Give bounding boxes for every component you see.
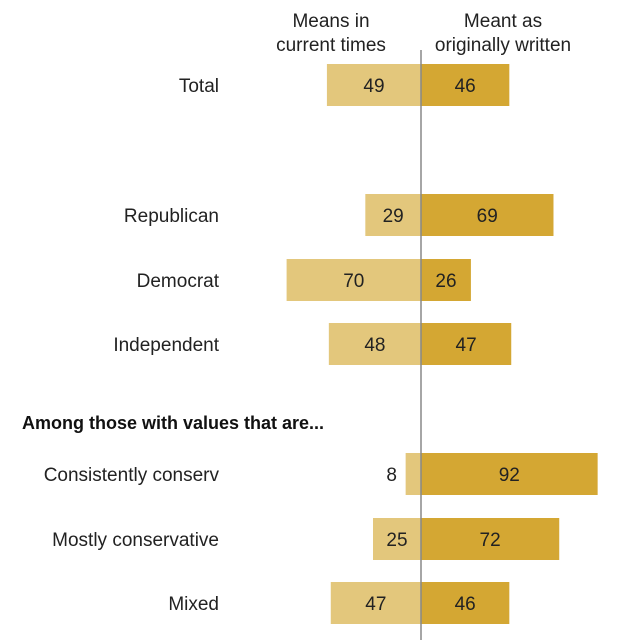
series-header-originally-written: Meant as [464,11,542,32]
category-label: Total [179,76,219,97]
bar-current-times [365,194,421,236]
value-label-originally-written: 72 [480,530,501,551]
category-label: Mixed [168,594,219,615]
category-label: Mostly conservative [52,530,219,551]
bar-current-times [326,64,421,106]
bar-current-times [405,453,421,495]
value-label-originally-written: 46 [455,594,476,615]
category-label: Consistently conserv [44,465,220,486]
bar-originally-written [421,453,598,495]
series-header-current-times: Means in [292,11,369,32]
value-label-originally-written: 46 [455,76,476,97]
bar-current-times [328,323,421,365]
value-label-originally-written: 92 [499,465,520,486]
value-label-current-times: 47 [365,594,386,615]
value-label-current-times: 8 [386,465,397,486]
category-label: Republican [124,206,219,227]
value-label-current-times: 25 [386,530,407,551]
value-label-originally-written: 69 [477,206,498,227]
value-label-current-times: 70 [343,271,364,292]
bar-originally-written [421,64,510,106]
value-label-current-times: 29 [383,206,404,227]
bar-originally-written [421,259,471,301]
bar-current-times [286,259,421,301]
bar-current-times [330,582,421,624]
bar-originally-written [421,323,512,365]
bar-originally-written [421,194,554,236]
series-header-current-times: current times [276,35,386,56]
bar-originally-written [421,582,510,624]
series-header-originally-written: originally written [435,35,571,56]
category-label: Independent [113,335,219,356]
value-label-current-times: 48 [364,335,385,356]
bar-current-times [373,518,421,560]
section-heading: Among those with values that are... [22,413,324,433]
bar-originally-written [421,518,560,560]
category-label: Democrat [137,271,220,292]
value-label-originally-written: 26 [435,271,456,292]
value-label-current-times: 49 [363,76,384,97]
value-label-originally-written: 47 [456,335,477,356]
